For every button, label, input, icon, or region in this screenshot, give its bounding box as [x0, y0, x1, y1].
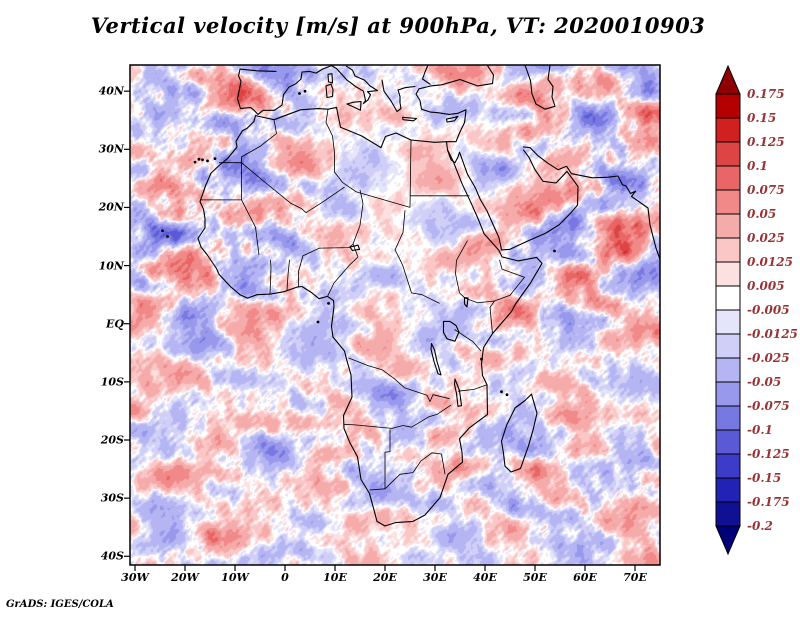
x-tick-label: 40E [473, 571, 497, 584]
y-tick-label: 40S [100, 549, 124, 563]
colorbar-label: -0.025 [747, 351, 790, 365]
colorbar-segment [715, 189, 741, 215]
colorbar-label: -0.175 [747, 495, 790, 509]
colorbar-segment [715, 93, 741, 119]
colorbar-segment [715, 477, 741, 503]
colorbar-segment [715, 453, 741, 479]
grads-attribution: GrADS: IGES/COLA [6, 599, 114, 610]
colorbar-label: -0.125 [747, 447, 790, 461]
colorbar-segment [715, 357, 741, 383]
x-tick-label: 20W [171, 571, 199, 584]
plot-title: Vertical velocity [m/s] at 900hPa, VT: 2… [90, 13, 706, 38]
x-tick-label: 50E [523, 571, 547, 584]
vertical-velocity-heatmap [130, 65, 660, 565]
colorbar-label: 0.0125 [747, 255, 793, 269]
colorbar-label: 0.125 [747, 135, 785, 149]
colorbar-label: -0.075 [747, 399, 790, 413]
colorbar-arrow [715, 525, 741, 556]
colorbar-label: 0.075 [747, 183, 785, 197]
x-tick-label: 30W [121, 571, 149, 584]
colorbar-label: 0.005 [747, 279, 785, 293]
colorbar-segment [715, 429, 741, 455]
colorbar-label: 0.05 [747, 207, 777, 221]
x-tick-label: 60E [573, 571, 597, 584]
x-tick-label: 10E [323, 571, 347, 584]
x-tick-label: 0 [281, 571, 289, 584]
y-tick-label: 20N [98, 200, 124, 214]
colorbar-segment [715, 117, 741, 143]
colorbar-segment [715, 501, 741, 527]
x-tick-label: 10W [221, 571, 249, 584]
colorbar-label: -0.005 [747, 303, 790, 317]
colorbar-segment [715, 261, 741, 287]
colorbar-segment [715, 141, 741, 167]
colorbar-label: 0.175 [747, 87, 785, 101]
colorbar-segment [715, 237, 741, 263]
colorbar-segment [715, 165, 741, 191]
y-tick-label: 40N [98, 84, 124, 98]
colorbar-segment [715, 213, 741, 239]
colorbar-label: -0.2 [747, 519, 773, 533]
colorbar-label: -0.1 [747, 423, 773, 437]
colorbar-segment [715, 309, 741, 335]
colorbar [715, 64, 741, 556]
colorbar-label: 0.15 [747, 111, 777, 125]
colorbar-label: -0.15 [747, 471, 782, 485]
y-tick-label: 10N [98, 259, 124, 273]
colorbar-label: 0.1 [747, 159, 768, 173]
colorbar-arrow [715, 64, 741, 95]
plot-area [130, 65, 660, 565]
colorbar-label: -0.05 [747, 375, 782, 389]
colorbar-label: -0.0125 [747, 327, 798, 341]
colorbar-segment [715, 333, 741, 359]
x-tick-label: 70E [623, 571, 647, 584]
x-tick-label: 20E [373, 571, 397, 584]
x-tick-label: 30E [423, 571, 447, 584]
y-tick-label: 30S [100, 491, 124, 505]
y-tick-label: 10S [100, 375, 124, 389]
colorbar-segment [715, 381, 741, 407]
y-tick-label: 30N [98, 142, 124, 156]
colorbar-label: 0.025 [747, 231, 785, 245]
y-tick-label: 20S [100, 433, 124, 447]
colorbar-segment [715, 285, 741, 311]
y-tick-label: EQ [106, 317, 124, 331]
colorbar-segment [715, 405, 741, 431]
